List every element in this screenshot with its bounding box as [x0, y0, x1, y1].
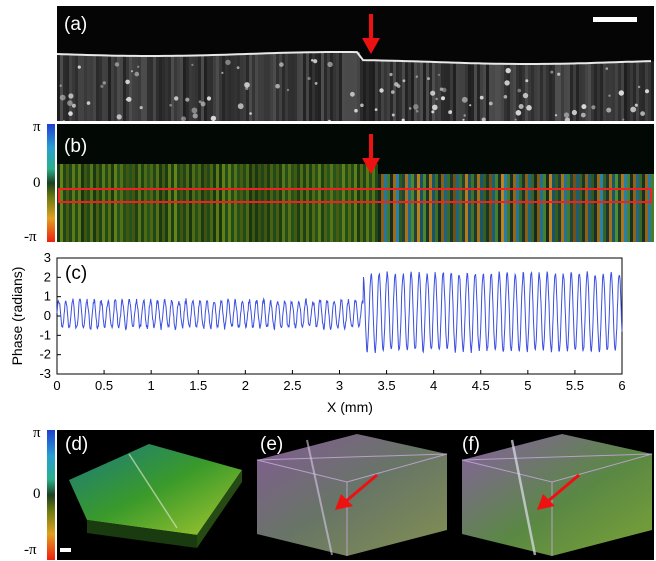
- scale-bar: [593, 17, 637, 22]
- roi-box: [58, 188, 652, 203]
- x-tick-label: 1.5: [189, 378, 207, 393]
- colorbar-top-max: π: [33, 119, 41, 135]
- x-tick-label: 4.5: [472, 378, 490, 393]
- y-axis-label: Phase (radians): [9, 267, 25, 366]
- phase-trace: [56, 271, 623, 354]
- x-tick-label: 3: [336, 378, 343, 393]
- panel-c-label: (c): [65, 263, 87, 284]
- arrow-icon: [362, 134, 380, 174]
- colorbar-bottom: [47, 430, 55, 560]
- y-tick-label: 1: [44, 289, 51, 304]
- y-tick-label: -3: [39, 366, 51, 381]
- y-tick-label: 2: [44, 269, 51, 284]
- y-tick-label: 3: [44, 250, 51, 265]
- x-axis-label: X (mm): [327, 399, 373, 415]
- y-tick-label: -2: [39, 347, 51, 362]
- panel-b-label: (b): [64, 136, 88, 157]
- arrow-icon: [362, 14, 380, 54]
- arrow-icon: [537, 473, 580, 510]
- axis-ticks: 0 0.5 1 1.5 2 2.5 3 3.5 4 4.5 5 5.5 6 3 2 1 0 -1 -2 -3: [39, 250, 625, 393]
- x-tick-label: 2.5: [283, 378, 301, 393]
- x-tick-label: 5: [524, 378, 531, 393]
- colorbar-bottom-min: -π: [24, 542, 37, 558]
- x-tick-label: 0: [53, 378, 60, 393]
- panel-d-label: (d): [65, 434, 89, 455]
- x-tick-label: 0.5: [95, 378, 113, 393]
- colorbar-top-mid: 0: [33, 175, 41, 191]
- x-tick-label: 5.5: [566, 378, 584, 393]
- x-tick-label: 3.5: [378, 378, 396, 393]
- scale-bar: [60, 548, 71, 552]
- y-tick-label: -1: [39, 327, 51, 342]
- volume-renderings: [69, 434, 653, 556]
- volume-d: [69, 444, 242, 548]
- x-tick-label: 1: [148, 378, 155, 393]
- colorbar-bottom-mid: 0: [33, 486, 41, 502]
- panel-f-label: (f): [462, 434, 480, 455]
- panel-a-label: (a): [64, 14, 88, 35]
- phase-bscan-image: [57, 164, 654, 242]
- colorbar-top-min: -π: [24, 229, 37, 245]
- phase-line-chart: (c) X (mm) Phase (radians) 0 0.5 1 1.5 2 2.5 3…: [9, 250, 626, 415]
- panel-e-label: (e): [260, 434, 284, 455]
- x-tick-label: 4: [430, 378, 437, 393]
- panel-3d-volumes: (d) (e) (f): [57, 430, 654, 560]
- bscan-image: [57, 51, 654, 121]
- x-tick-label: 6: [618, 378, 625, 393]
- panel-b-phase-bscan: (b): [57, 124, 654, 242]
- colorbar-bottom-max: π: [33, 425, 41, 441]
- panel-a-bscan: (a): [57, 6, 654, 121]
- x-tick-label: 2: [242, 378, 249, 393]
- y-tick-label: 0: [44, 308, 51, 323]
- colorbar-top: [47, 124, 55, 242]
- arrow-icon: [335, 473, 378, 510]
